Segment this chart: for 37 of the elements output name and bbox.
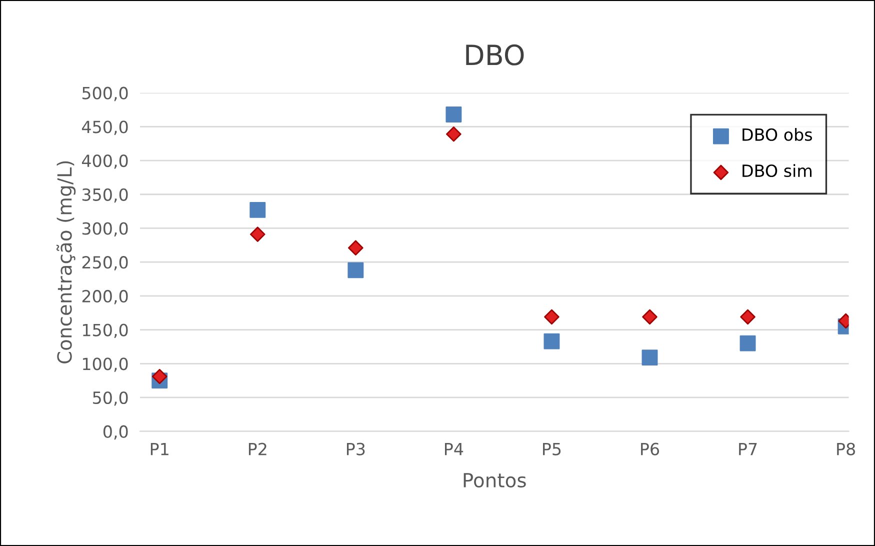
y-tick-label: 400,0	[82, 154, 128, 169]
y-tick-label: 0,0	[103, 425, 128, 440]
y-tick-label: 450,0	[82, 120, 128, 135]
point	[446, 106, 462, 122]
point	[544, 309, 560, 325]
y-tick-label: 500,0	[82, 86, 128, 102]
point	[446, 126, 462, 142]
legend-label: DBO obs	[742, 128, 812, 141]
x-tick-label: P5	[543, 442, 561, 456]
x-tick-label: P4	[445, 442, 464, 456]
x-tick-label: P7	[739, 442, 757, 456]
point	[250, 226, 266, 242]
x-tick-label: P6	[641, 442, 660, 456]
point	[348, 240, 364, 256]
legend-label: DBO sim	[742, 164, 812, 178]
point	[642, 350, 658, 366]
point	[642, 309, 658, 325]
y-axis-title: Concentração (mg/L)	[56, 161, 76, 364]
point	[152, 368, 168, 384]
x-tick-label: P1	[150, 442, 168, 456]
y-tick-label: 350,0	[82, 188, 128, 203]
point	[348, 262, 364, 278]
y-tick-label: 100,0	[83, 358, 128, 372]
point	[740, 335, 756, 352]
point	[544, 333, 560, 350]
y-tick-label: 250,0	[82, 256, 128, 270]
x-tick-label: P8	[837, 442, 855, 456]
chart-title: DBO	[466, 44, 524, 66]
y-tick-label: 200,0	[82, 290, 128, 304]
point	[250, 202, 266, 218]
y-tick-label: 150,0	[83, 324, 128, 338]
y-tick-label: 50,0	[93, 391, 128, 406]
x-tick-label: P2	[248, 442, 266, 456]
x-axis-title: Pontos	[464, 473, 526, 488]
point	[740, 309, 756, 325]
y-tick-label: 300,0	[82, 222, 128, 236]
x-tick-label: P3	[346, 442, 365, 456]
